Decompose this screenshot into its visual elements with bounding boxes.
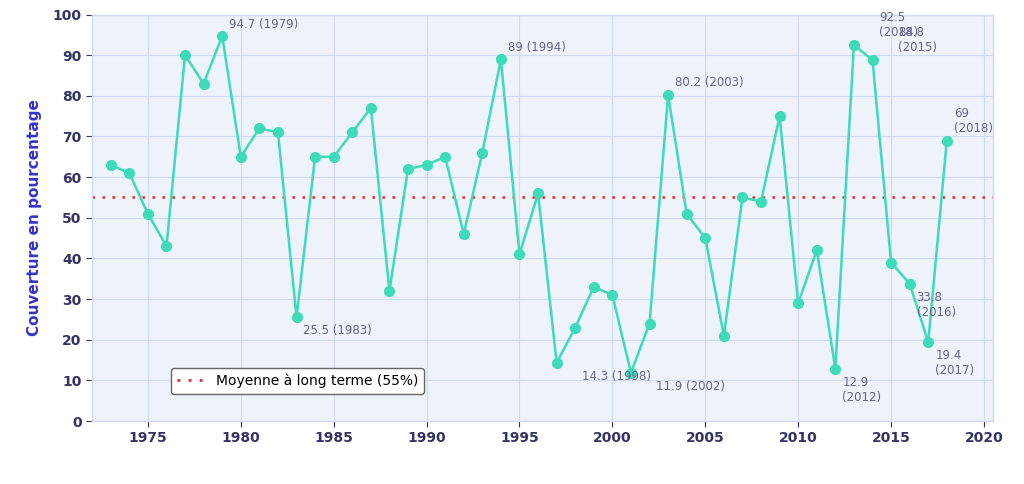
Y-axis label: Couverture en pourcentage: Couverture en pourcentage — [27, 99, 42, 336]
Text: 69
(2018): 69 (2018) — [953, 107, 993, 135]
Text: 33.8
(2016): 33.8 (2016) — [916, 290, 955, 318]
Text: 92.5
(2014): 92.5 (2014) — [880, 12, 919, 40]
Legend: Moyenne à long terme (55%): Moyenne à long terme (55%) — [171, 368, 424, 394]
Text: 14.3 (1998): 14.3 (1998) — [583, 370, 651, 383]
Text: 19.4
(2017): 19.4 (2017) — [935, 349, 974, 377]
Text: 25.5 (1983): 25.5 (1983) — [303, 324, 373, 337]
Text: 89 (1994): 89 (1994) — [508, 41, 565, 54]
Text: 12.9
(2012): 12.9 (2012) — [843, 376, 882, 404]
Text: 80.2 (2003): 80.2 (2003) — [675, 76, 743, 90]
Text: 88.8
(2015): 88.8 (2015) — [898, 27, 937, 55]
Text: 11.9 (2002): 11.9 (2002) — [656, 379, 725, 393]
Text: 94.7 (1979): 94.7 (1979) — [229, 17, 298, 30]
